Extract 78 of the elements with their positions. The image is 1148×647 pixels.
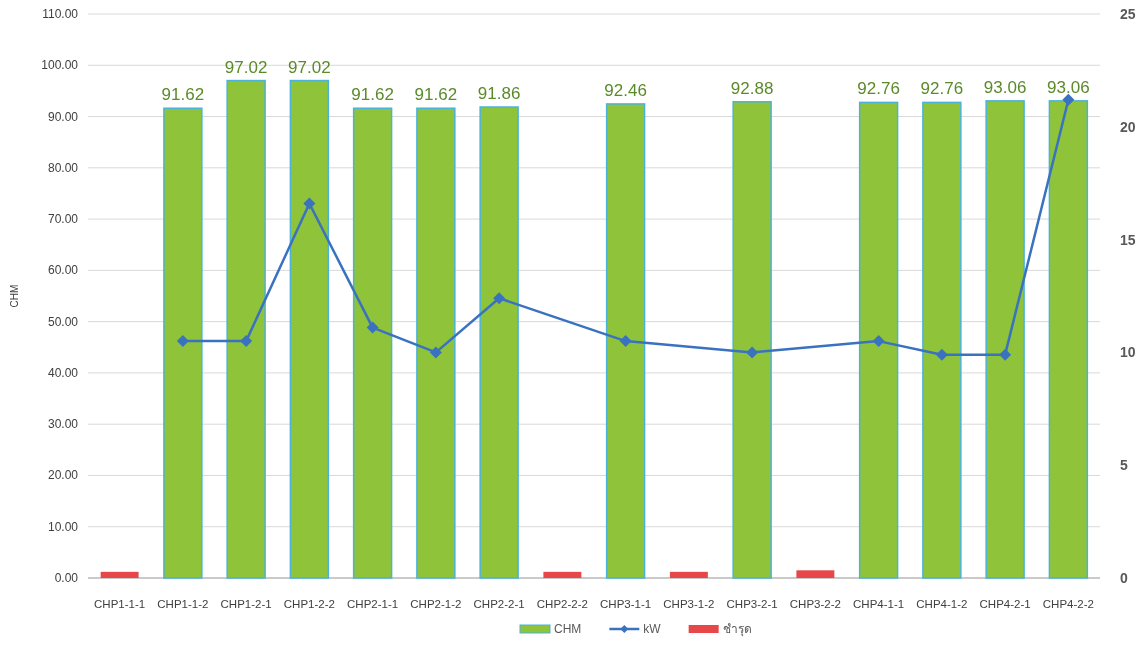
legend-label: ชำรุด bbox=[722, 622, 752, 637]
bar bbox=[669, 571, 708, 578]
point bbox=[240, 335, 253, 348]
data-label: 91.62 bbox=[161, 85, 205, 105]
point bbox=[746, 346, 759, 359]
data-label: 97.02 bbox=[288, 57, 331, 77]
data-label: 91.62 bbox=[351, 85, 394, 105]
point bbox=[935, 348, 948, 361]
y2-tick-label: 5 bbox=[1120, 457, 1128, 474]
bar bbox=[416, 107, 456, 579]
x-tick-label: CHP4-1-2 bbox=[916, 598, 968, 610]
data-label: 93.06 bbox=[1047, 77, 1090, 97]
data-label: 92.76 bbox=[857, 79, 900, 99]
x-tick-label: CHP4-2-2 bbox=[1042, 598, 1094, 610]
y2-tick-label: 0 bbox=[1120, 570, 1128, 586]
x-tick-label: CHP2-2-1 bbox=[473, 598, 525, 610]
x-tick-label: CHP3-2-1 bbox=[726, 598, 778, 610]
point bbox=[1062, 93, 1075, 106]
y2-tick-label: 15 bbox=[1120, 231, 1136, 248]
data-label: 97.02 bbox=[224, 57, 268, 77]
y-tick-label: 110.00 bbox=[42, 7, 79, 21]
x-tick-label: CHP1-2-2 bbox=[283, 598, 335, 610]
point bbox=[176, 335, 189, 348]
point bbox=[303, 197, 316, 210]
bar bbox=[289, 79, 330, 579]
bar bbox=[100, 571, 139, 578]
bar bbox=[732, 101, 772, 579]
y-tick-label: 100.00 bbox=[41, 58, 79, 73]
x-tick-label: CHP4-2-1 bbox=[979, 598, 1031, 610]
y-tick-label: 40.00 bbox=[47, 365, 79, 380]
bar bbox=[543, 571, 582, 578]
bar bbox=[922, 101, 962, 579]
y-tick-label: 10.00 bbox=[47, 519, 79, 534]
point bbox=[872, 335, 885, 348]
bar bbox=[858, 101, 899, 579]
x-tick-label: CHP2-2-2 bbox=[536, 598, 588, 610]
point bbox=[619, 335, 632, 348]
point bbox=[999, 348, 1012, 361]
bar bbox=[163, 107, 203, 579]
x-tick-label: CHP1-1-2 bbox=[157, 598, 209, 610]
y2-tick-label: 25 bbox=[1120, 6, 1136, 22]
bar bbox=[796, 570, 835, 578]
bar bbox=[352, 107, 393, 579]
bar bbox=[985, 100, 1025, 579]
x-tick-label: CHP2-1-1 bbox=[347, 598, 399, 610]
x-tick-label: CHP1-1-1 bbox=[94, 598, 146, 610]
x-tick-label: CHP1-2-1 bbox=[220, 598, 272, 610]
legend-label: kW bbox=[643, 622, 662, 636]
x-tick-label: CHP2-1-2 bbox=[410, 598, 462, 610]
y-axis-title: CHM bbox=[9, 284, 20, 308]
bar bbox=[479, 106, 519, 579]
y2-tick-label: 10 bbox=[1120, 344, 1136, 361]
data-label: 91.86 bbox=[477, 84, 521, 104]
data-label: 92.46 bbox=[604, 80, 647, 100]
point bbox=[493, 292, 506, 305]
bar bbox=[226, 79, 266, 579]
data-label: 92.88 bbox=[730, 78, 774, 98]
y-tick-label: 60.00 bbox=[47, 263, 79, 278]
x-tick-label: CHP3-1-2 bbox=[663, 598, 715, 610]
bar bbox=[605, 103, 646, 579]
y-tick-label: 50.00 bbox=[47, 314, 79, 329]
y-tick-label: 20.00 bbox=[47, 468, 79, 483]
bar bbox=[1048, 100, 1089, 579]
x-tick-label: CHP3-1-1 bbox=[600, 598, 652, 610]
point bbox=[366, 321, 379, 334]
data-label: 91.62 bbox=[414, 85, 458, 105]
x-tick-label: CHP3-2-2 bbox=[789, 598, 841, 610]
legend-label: CHM bbox=[554, 622, 582, 636]
y-tick-label: 90.00 bbox=[47, 109, 79, 124]
y-tick-label: 70.00 bbox=[47, 212, 79, 227]
y-tick-label: 30.00 bbox=[47, 417, 79, 432]
y2-tick-label: 20 bbox=[1120, 118, 1136, 135]
data-label: 93.06 bbox=[983, 77, 1027, 97]
data-label: 92.76 bbox=[920, 79, 964, 99]
point bbox=[429, 346, 442, 359]
y-tick-label: 80.00 bbox=[47, 160, 79, 175]
x-tick-label: CHP4-1-1 bbox=[853, 598, 905, 610]
y-tick-label: 0.00 bbox=[54, 571, 79, 585]
